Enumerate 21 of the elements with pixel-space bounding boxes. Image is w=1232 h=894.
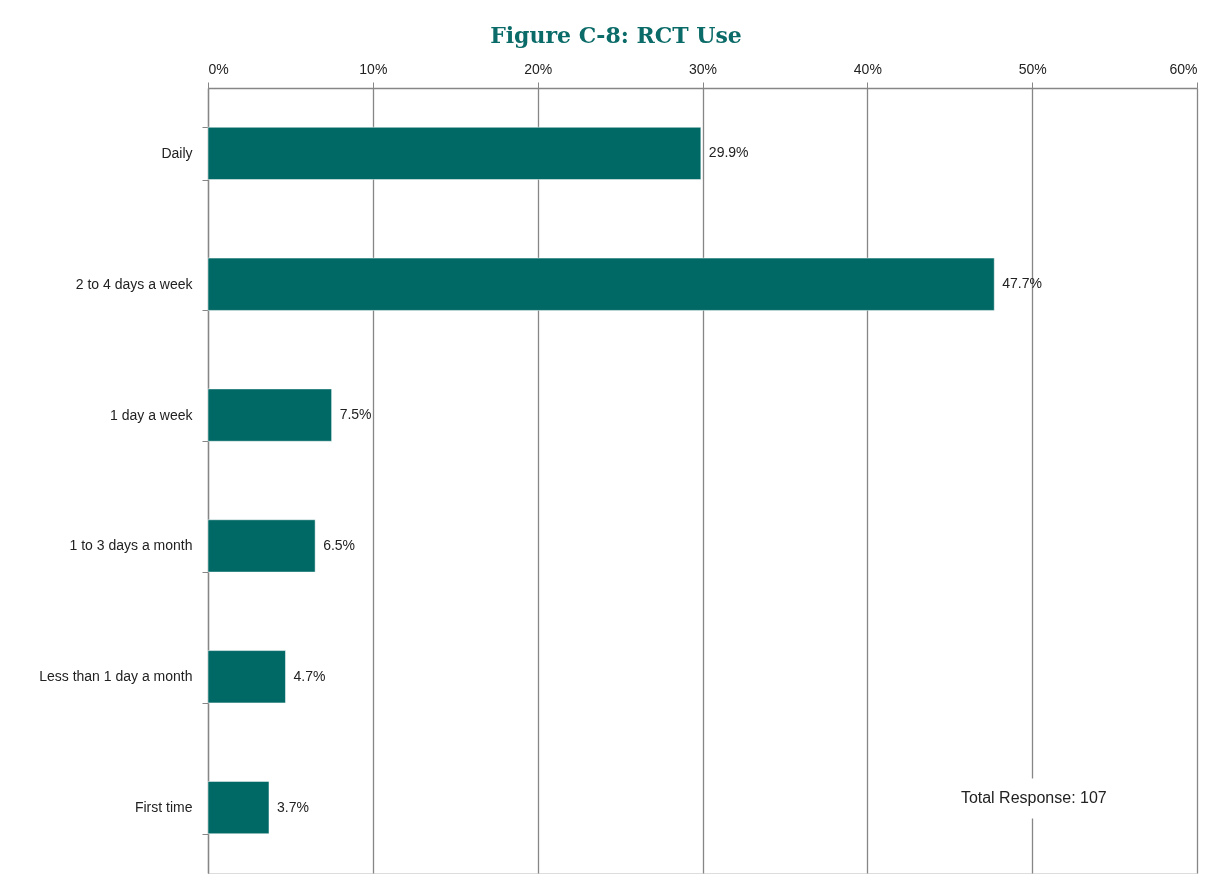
x-tick-label: 50% (1018, 60, 1047, 77)
data-label: 6.5% (323, 536, 356, 553)
data-label: 4.7% (293, 667, 326, 684)
y-tick-label: Daily (161, 144, 193, 161)
y-tick-label: 2 to 4 days a week (75, 275, 194, 292)
data-label: 3.7% (276, 798, 309, 815)
x-tick-label: 10% (359, 60, 388, 77)
x-tick-label: 40% (853, 60, 882, 77)
x-tick-label: 60% (1169, 60, 1198, 77)
x-tick-label: 30% (688, 60, 718, 77)
x-tick-label: 0% (208, 60, 229, 77)
y-tick-label: First time (134, 799, 193, 816)
x-tick-label: 20% (524, 60, 553, 77)
annotation: Total Response: 107 (960, 789, 1107, 807)
data-label: 7.5% (339, 406, 372, 423)
data-label: 47.7% (1002, 275, 1042, 292)
y-tick-label: 1 day a week (110, 406, 194, 423)
chart-title: Figure C-8: RCT Use (490, 22, 742, 48)
y-tick-label: 1 to 3 days a month (69, 537, 193, 554)
data-label: 29.9% (708, 144, 749, 161)
y-tick-label: Less than 1 day a month (39, 668, 193, 685)
